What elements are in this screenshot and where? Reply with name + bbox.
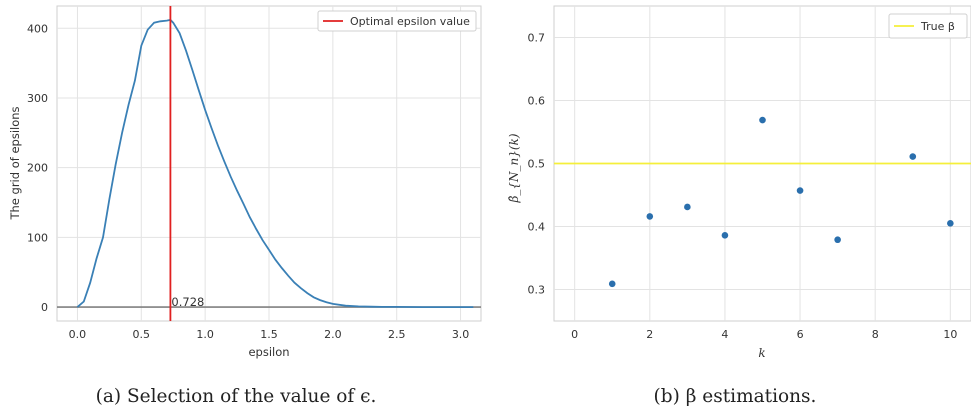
y-tick-label: 0: [41, 301, 48, 314]
beta-point: [646, 213, 654, 220]
caption-a: (a) Selection of the value of ϵ.: [96, 386, 377, 407]
y-tick-label: 0.5: [528, 158, 546, 171]
beta-point: [909, 153, 917, 160]
x-tick-label: 10: [943, 328, 957, 341]
y-tick-label: 0.3: [528, 284, 546, 297]
beta-points: [608, 116, 954, 288]
beta-point: [684, 203, 691, 211]
grid-a: [57, 6, 481, 321]
x-tick-label: 1.0: [196, 328, 214, 341]
ticks-b: 0 2 4 6 8 10 0.3 0.4 0.5 0.6 0.7: [528, 32, 958, 342]
legend-label-optimal: Optimal epsilon value: [350, 15, 470, 28]
x-tick-label: 0.0: [69, 328, 87, 341]
legend-label-true-beta: True β: [920, 20, 955, 33]
ticks-a: 0.0 0.5 1.0 1.5 2.0 2.5 3.0 0 100 200 300 400: [27, 22, 469, 341]
x-tick-label: 2.5: [388, 328, 406, 341]
legend-box-a: [317, 10, 477, 32]
caption-b: (b) β estimations.: [654, 386, 817, 407]
x-tick-label: 6: [797, 328, 804, 341]
beta-point: [759, 116, 766, 124]
y-tick-label: 300: [27, 92, 48, 105]
panel-a-epsilon-selection: 0.0 0.5 1.0 1.5 2.0 2.5 3.0 0 100 200 300 400 0.728…: [8, 5, 482, 359]
legend-a: Optimal epsilon value: [317, 10, 477, 32]
y-axis-label-a: The grid of epsilons: [8, 106, 22, 220]
beta-point: [834, 236, 841, 244]
optimal-epsilon-annotation: 0.728: [171, 295, 204, 309]
y-axis-label-b: β̂_{N_n}(k): [507, 133, 521, 203]
beta-point: [721, 232, 729, 239]
beta-point: [608, 280, 616, 288]
beta-point: [947, 220, 954, 227]
legend-b: True β: [888, 13, 968, 39]
x-axis-label-b: k: [758, 346, 765, 360]
legend-box-b: [888, 13, 968, 39]
y-tick-label: 0.7: [528, 32, 546, 45]
x-tick-label: 8: [872, 328, 879, 341]
y-tick-label: 0.4: [528, 221, 546, 234]
beta-point: [796, 187, 804, 194]
epsilon-curve: [76, 18, 474, 308]
x-tick-label: 0: [571, 328, 578, 341]
x-axis-label-a: epsilon: [248, 345, 289, 359]
y-tick-label: 0.6: [528, 95, 546, 108]
panel-b-beta-estimations: 0 2 4 6 8 10 0.3 0.4 0.5 0.6 0.7 True β k β̂_{N_n}…: [507, 5, 971, 360]
x-tick-label: 1.5: [260, 328, 278, 341]
x-tick-label: 0.5: [133, 328, 151, 341]
y-tick-label: 200: [27, 162, 48, 175]
x-tick-label: 3.0: [452, 328, 470, 341]
x-tick-label: 2.0: [324, 328, 342, 341]
y-tick-label: 100: [27, 231, 48, 244]
y-tick-label: 400: [27, 22, 48, 35]
x-tick-label: 4: [721, 328, 728, 341]
x-tick-label: 2: [646, 328, 653, 341]
